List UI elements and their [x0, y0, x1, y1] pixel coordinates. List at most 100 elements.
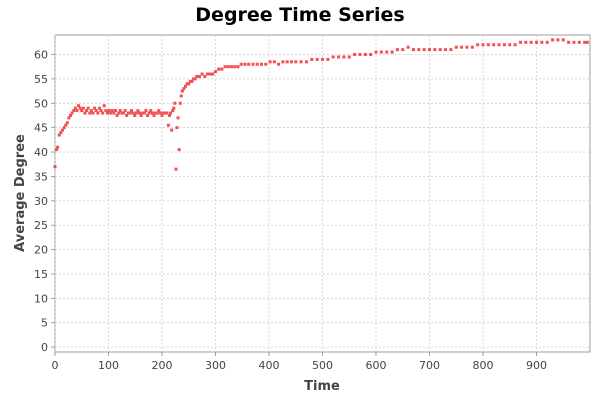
y-tick-label: 40: [34, 146, 48, 159]
data-point: [72, 109, 76, 113]
data-point: [65, 121, 69, 125]
data-point: [217, 67, 221, 71]
data-point: [162, 111, 166, 115]
data-point: [192, 77, 196, 81]
data-point: [85, 109, 89, 113]
data-point: [136, 109, 140, 113]
data-point: [208, 72, 212, 76]
data-point: [154, 111, 158, 115]
y-tick-label: 30: [34, 195, 48, 208]
data-point: [193, 77, 197, 81]
data-point: [160, 113, 164, 117]
data-point: [195, 74, 199, 78]
data-point: [102, 104, 106, 108]
data-point: [449, 48, 453, 52]
data-point: [502, 43, 506, 47]
data-point: [55, 148, 59, 152]
data-point: [401, 48, 405, 52]
data-point: [205, 72, 209, 76]
data-point: [69, 113, 73, 117]
data-point: [166, 123, 170, 127]
y-tick-label: 35: [34, 170, 48, 183]
data-point: [310, 57, 314, 61]
data-point: [187, 82, 191, 86]
data-point: [104, 109, 108, 113]
data-point: [583, 40, 587, 44]
data-point: [105, 111, 109, 115]
data-point: [374, 50, 378, 54]
data-point: [96, 111, 100, 115]
data-point: [508, 43, 512, 47]
data-point: [524, 40, 528, 44]
data-point: [438, 48, 442, 52]
data-point: [169, 111, 173, 115]
data-point: [226, 65, 230, 69]
y-tick-label: 55: [34, 73, 48, 86]
data-point: [406, 45, 410, 49]
data-point: [342, 55, 346, 59]
data-point: [123, 109, 127, 113]
y-tick-label: 25: [34, 219, 48, 232]
data-point: [110, 109, 114, 113]
data-point: [460, 45, 464, 49]
data-point: [101, 111, 105, 115]
data-point: [289, 60, 293, 64]
data-point: [358, 53, 362, 57]
data-point: [113, 109, 117, 113]
data-point: [152, 113, 156, 117]
data-point: [529, 40, 533, 44]
data-point: [62, 126, 66, 130]
data-point: [149, 109, 153, 113]
data-point: [315, 57, 319, 61]
data-point: [83, 111, 87, 115]
data-point: [80, 109, 84, 113]
data-point: [57, 133, 61, 137]
data-point: [182, 87, 186, 91]
data-point: [179, 94, 183, 98]
data-point: [200, 72, 204, 76]
data-point: [428, 48, 431, 52]
data-point: [251, 62, 255, 66]
data-point: [481, 43, 485, 47]
data-point: [272, 60, 276, 64]
y-tick-label: 45: [34, 122, 48, 135]
y-tick-label: 50: [34, 97, 48, 110]
data-point: [158, 111, 162, 115]
data-point: [264, 62, 268, 66]
data-point: [197, 74, 201, 78]
data-point: [299, 60, 303, 64]
data-point: [185, 82, 189, 86]
data-point: [112, 111, 116, 115]
y-tick-label: 15: [34, 268, 48, 281]
data-point: [188, 79, 192, 83]
data-point: [78, 106, 82, 110]
y-axis-label: Average Degree: [13, 134, 28, 252]
data-point: [321, 57, 324, 61]
y-tick-label: 5: [41, 317, 48, 330]
x-tick-label: 900: [526, 359, 547, 372]
data-point: [171, 109, 175, 113]
data-point: [170, 128, 174, 132]
data-point: [277, 62, 281, 66]
data-point: [81, 106, 85, 110]
x-tick-label: 100: [98, 359, 119, 372]
x-tick-label: 0: [52, 359, 59, 372]
data-point: [486, 43, 490, 47]
x-tick-label: 600: [366, 359, 387, 372]
data-point: [131, 111, 135, 115]
data-point: [139, 113, 143, 117]
x-axis-label: Time: [304, 379, 340, 394]
x-tick-label: 800: [473, 359, 494, 372]
data-point: [172, 106, 176, 110]
data-point: [163, 111, 167, 115]
data-point: [422, 48, 426, 52]
data-point: [126, 111, 130, 115]
data-point: [53, 165, 57, 169]
data-point: [347, 55, 351, 59]
y-tick-label: 10: [34, 292, 48, 305]
data-point: [150, 111, 154, 115]
data-point: [175, 126, 179, 130]
data-point: [444, 48, 448, 52]
y-tick-label: 20: [34, 244, 48, 257]
data-point: [239, 62, 243, 66]
